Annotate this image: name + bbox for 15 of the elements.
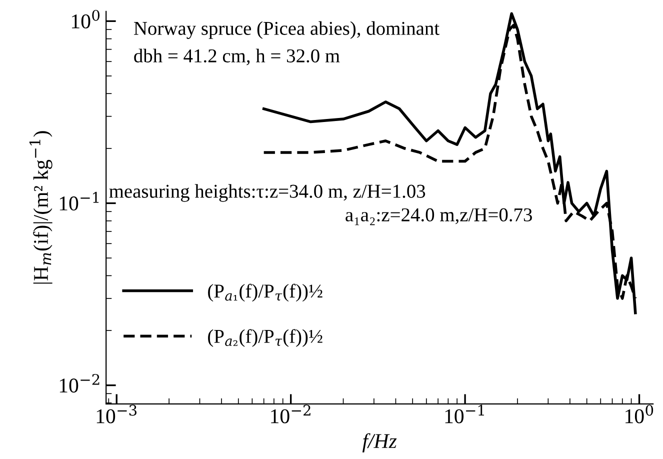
x-axis-title: f/Hz: [362, 433, 397, 452]
x-tick-label: 10$^{0}$: [626, 404, 654, 424]
legend-label: (P$_{a₂}$(f)/P$_{τ}$(f))½: [208, 329, 322, 347]
y-tick-label: 10$^{0}$: [72, 10, 100, 28]
annotation: measuring heights:τ:z=34.0 m, z/H=1.03: [109, 184, 426, 202]
x-tick-label: 10$^{−2}$: [271, 404, 310, 424]
legend-label: (P$_{a₁}$(f)/P$_{τ}$(f))½: [208, 284, 322, 302]
y-axis-title: |H$_{m}$(if)|/(m² kg$^{−1}$): [29, 131, 52, 284]
annotation: a₁a₂:z=24.0 m,z/H=0.73: [346, 208, 532, 226]
y-tick-label: 10$^{−1}$: [60, 192, 99, 210]
x-tick-label: 10$^{−1}$: [445, 404, 484, 424]
annotation: Norway spruce (Picea abies), dominant: [134, 21, 440, 39]
y-tick-label: 10$^{−2}$: [60, 374, 100, 393]
annotation: dbh = 41.2 cm, h = 32.0 m: [134, 48, 340, 66]
x-tick-label: 10$^{−3}$: [96, 404, 136, 424]
